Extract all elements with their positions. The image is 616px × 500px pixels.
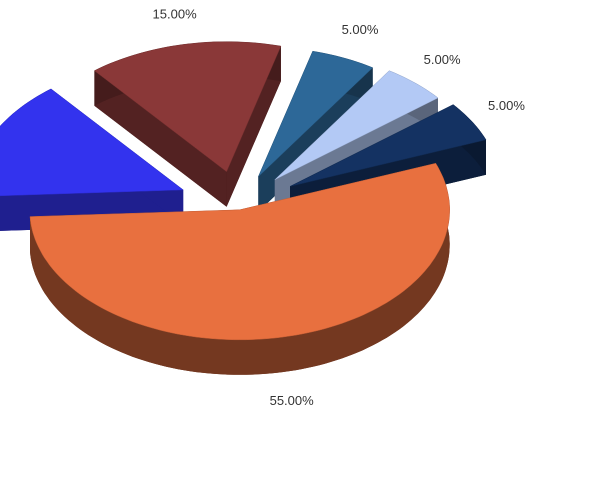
data-label: 15.00% xyxy=(153,7,198,22)
data-label: 5.00% xyxy=(488,98,525,113)
data-label: 55.00% xyxy=(270,393,315,408)
data-label: 5.00% xyxy=(342,22,379,37)
slice xyxy=(0,88,184,231)
slice xyxy=(93,41,282,207)
slice-top xyxy=(93,41,282,173)
data-label: 5.00% xyxy=(424,52,461,67)
slice-top xyxy=(274,70,439,180)
slice-top xyxy=(0,88,184,197)
slice-wall xyxy=(94,70,227,207)
slice-top xyxy=(29,163,450,341)
slice-wall xyxy=(226,46,281,207)
slice-top xyxy=(289,104,487,187)
slice xyxy=(29,163,450,375)
slice-top xyxy=(258,50,374,177)
